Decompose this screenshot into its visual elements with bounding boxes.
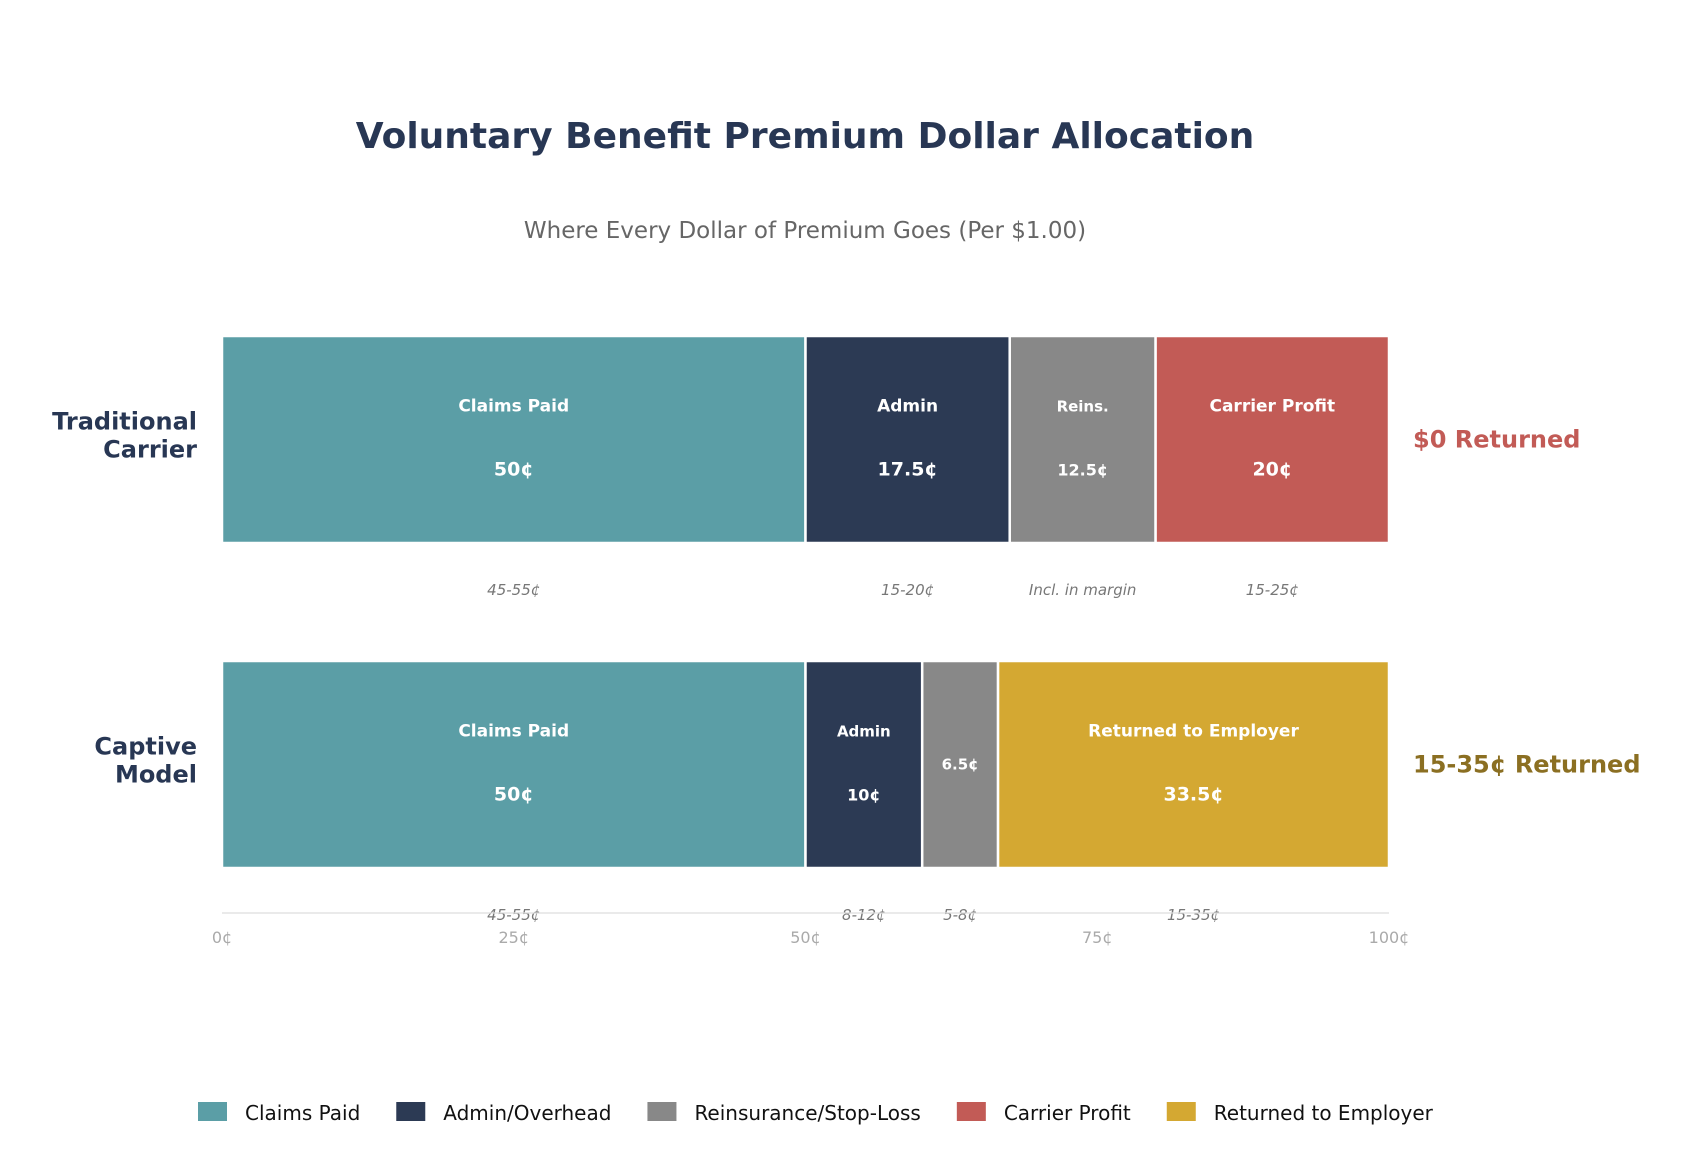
segment-range: 45-55¢ [487,581,540,599]
legend-item: Returned to Employer [1166,1101,1434,1125]
legend-label: Admin/Overhead [443,1101,611,1125]
segment-label: Admin [877,397,938,417]
segment-label: Admin [837,723,891,741]
returned-summary: $0 Returned [1413,426,1580,454]
legend-item: Reinsurance/Stop-Loss [647,1101,921,1125]
x-tick-label: 25¢ [498,928,529,947]
segment-range: 15-35¢ [1167,906,1220,924]
segment-value: 6.5¢ [942,756,979,774]
x-tick-label: 100¢ [1369,928,1410,947]
segment-value: 12.5¢ [1057,461,1108,480]
segment-range: 8-12¢ [842,906,886,924]
chart-subtitle: Where Every Dollar of Premium Goes (Per … [524,218,1086,244]
segment-value: 20¢ [1252,459,1292,481]
legend-swatch [647,1102,677,1121]
segment-range: 5-8¢ [943,906,977,924]
bar-segment [996,659,1391,870]
legend: Claims Paid Admin/Overhead Reinsurance/Sto… [198,1101,1434,1125]
segment-range: 45-55¢ [487,906,540,924]
segment-range: 15-25¢ [1246,581,1299,599]
segment-value: 33.5¢ [1163,784,1223,806]
segment-label: Returned to Employer [1088,722,1299,742]
category-label: Traditional [52,408,197,436]
bar-segment [1008,334,1157,545]
category-label: Model [115,761,197,789]
segment-range: Incl. in margin [1029,581,1137,599]
segment-value: 10¢ [847,786,880,805]
segment-value: 50¢ [494,459,534,481]
bar-segment [804,659,924,870]
segment-label: Carrier Profit [1209,397,1335,417]
legend-label: Carrier Profit [1004,1101,1131,1125]
legend-item: Carrier Profit [956,1101,1131,1125]
legend-swatch [956,1102,986,1121]
x-tick-label: 0¢ [212,928,232,947]
returned-summary: 15-35¢ Returned [1413,751,1641,779]
bar-segment [1154,334,1391,545]
segment-label: Claims Paid [458,397,569,417]
segment-range: 15-20¢ [881,581,934,599]
chart-title: Voluntary Benefit Premium Dollar Allocat… [356,116,1255,157]
segment-value: 50¢ [494,784,534,806]
legend-label: Claims Paid [245,1101,360,1125]
segment-value: 17.5¢ [878,459,938,481]
legend-label: Reinsurance/Stop-Loss [694,1101,920,1125]
segment-label: Reins. [1057,398,1109,416]
bar-segment [220,659,807,870]
segment-label: Claims Paid [458,722,569,742]
bar-segment [804,334,1011,545]
legend-item: Claims Paid [198,1101,360,1125]
category-label: Carrier [103,436,197,464]
bar-segment [220,334,807,545]
bar-segment [920,659,1000,870]
x-tick-label: 50¢ [790,928,821,947]
legend-swatch [396,1102,426,1121]
legend-label: Returned to Employer [1214,1101,1434,1125]
x-axis: 0¢ 25¢ 50¢ 75¢ 100¢ [212,912,1410,947]
legend-swatch [1166,1102,1196,1121]
category-label: Captive [94,733,197,761]
x-tick-label: 75¢ [1082,928,1113,947]
legend-swatch [198,1102,227,1121]
legend-item: Admin/Overhead [396,1101,611,1125]
